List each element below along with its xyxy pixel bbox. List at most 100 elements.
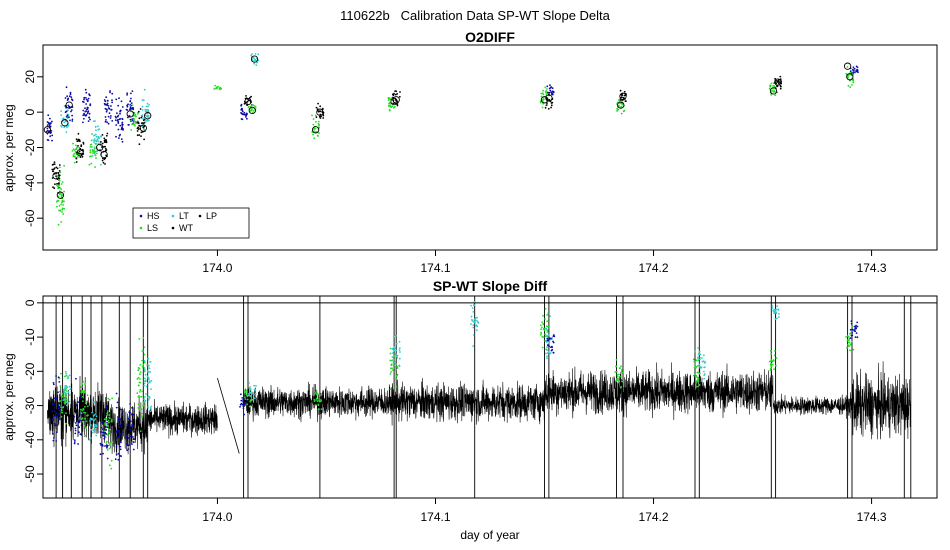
data-point-hs	[65, 110, 68, 113]
data-point-lt	[66, 126, 68, 129]
data-point-hs	[552, 352, 555, 354]
data-point-wt	[315, 116, 318, 119]
data-point-lt	[252, 393, 255, 396]
data-point-lt	[148, 119, 150, 122]
data-point-hs	[115, 436, 118, 439]
data-point-ls	[63, 164, 65, 167]
data-point-hs	[129, 403, 132, 405]
data-point-lt	[65, 390, 68, 393]
data-point-lt	[778, 316, 780, 318]
data-point-ls	[61, 211, 63, 213]
data-point-hs	[120, 422, 123, 425]
data-point-ls	[315, 397, 318, 400]
data-point-hs	[855, 332, 858, 334]
data-point-hs	[129, 420, 132, 423]
data-point-lt	[94, 413, 97, 415]
data-point-lt	[147, 398, 150, 401]
data-point-hs	[104, 116, 107, 118]
data-point-ls	[775, 364, 777, 367]
data-point-ls	[63, 207, 66, 210]
data-point-ls	[135, 121, 137, 124]
data-point-ls	[697, 377, 700, 380]
data-point-lt	[97, 136, 100, 138]
data-point-ls	[133, 118, 136, 120]
data-point-lt	[470, 323, 472, 325]
data-point-hs	[52, 439, 55, 442]
data-point-lt	[93, 414, 96, 416]
data-point-ls	[619, 386, 622, 389]
data-point-lt	[142, 99, 145, 102]
data-point-hs	[118, 406, 121, 409]
data-point-hs	[119, 448, 122, 451]
data-point-ls	[75, 144, 77, 147]
data-point-hs	[240, 399, 243, 402]
data-point-ls	[60, 203, 62, 206]
data-point-ls	[245, 389, 248, 391]
data-point-ls	[57, 199, 60, 202]
data-point-ls	[111, 420, 113, 423]
data-point-ls	[94, 166, 96, 169]
data-point-ls	[774, 349, 776, 352]
data-point-ls	[318, 408, 320, 411]
data-point-lt	[92, 429, 95, 431]
mean-marker	[250, 55, 259, 63]
data-point-lt	[476, 329, 478, 332]
data-point-ls	[394, 368, 397, 371]
data-point-hs	[127, 116, 129, 119]
data-point-hs	[106, 100, 109, 102]
data-point-wt	[245, 95, 247, 97]
data-point-hs	[127, 124, 130, 126]
data-point-ls	[391, 359, 393, 362]
data-point-ls	[395, 378, 397, 380]
data-point-lt	[63, 126, 66, 129]
data-point-lt	[146, 364, 149, 366]
data-point-lt	[251, 53, 253, 55]
data-point-hs	[47, 114, 50, 117]
data-point-ls	[62, 213, 65, 215]
data-point-hs	[105, 407, 108, 410]
data-point-hs	[50, 122, 52, 125]
data-point-ls	[108, 398, 111, 401]
data-point-hs	[57, 407, 60, 410]
data-point-lt	[93, 419, 96, 421]
data-point-ls	[61, 181, 64, 183]
mean-marker	[846, 73, 854, 81]
data-point-ls	[81, 390, 84, 392]
data-point-lt	[250, 392, 253, 395]
data-point-hs	[106, 446, 108, 449]
data-point-hs	[74, 422, 77, 424]
data-point-hs	[51, 120, 53, 123]
data-point-ls	[769, 86, 772, 88]
data-point-ls	[130, 119, 133, 122]
data-point-hs	[68, 95, 71, 98]
data-point-ls	[618, 100, 620, 102]
data-point-lt	[699, 353, 702, 356]
data-point-ls	[104, 422, 106, 424]
data-point-ls	[59, 187, 61, 190]
data-point-ls	[389, 359, 392, 362]
data-point-ls	[848, 345, 851, 347]
data-point-ls	[59, 166, 61, 169]
data-point-ls	[108, 464, 111, 467]
data-point-wt	[53, 161, 56, 164]
data-point-wt	[139, 108, 142, 110]
data-point-hs	[80, 413, 83, 416]
data-point-lt	[68, 394, 71, 396]
data-point-ls	[215, 87, 218, 90]
data-point-ls	[81, 391, 84, 394]
data-point-ls	[63, 190, 65, 193]
data-point-lt	[546, 357, 548, 360]
data-point-ls	[82, 380, 84, 383]
data-point-ls	[848, 339, 850, 342]
data-point-ls	[544, 307, 547, 310]
data-point-hs	[55, 412, 58, 415]
data-point-lt	[776, 305, 779, 307]
data-point-ls	[111, 397, 114, 400]
data-point-hs	[121, 117, 124, 120]
mean-marker	[311, 126, 320, 134]
data-point-ls	[316, 134, 319, 137]
mean-marker	[545, 94, 553, 102]
mean-marker	[56, 191, 65, 199]
data-point-lt	[63, 121, 66, 124]
data-point-hs	[85, 91, 88, 94]
